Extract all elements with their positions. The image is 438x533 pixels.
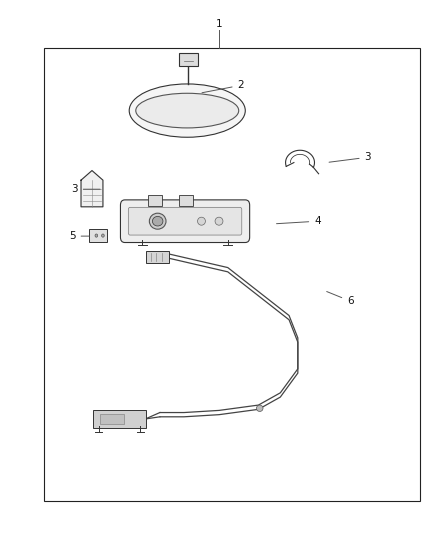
Ellipse shape — [215, 217, 223, 225]
Ellipse shape — [152, 216, 163, 226]
Text: 4: 4 — [276, 216, 321, 226]
Text: 1: 1 — [215, 19, 223, 29]
FancyBboxPatch shape — [179, 53, 198, 66]
Ellipse shape — [149, 213, 166, 229]
Text: 3: 3 — [71, 184, 100, 194]
Text: 6: 6 — [327, 292, 354, 306]
Ellipse shape — [95, 234, 98, 237]
FancyBboxPatch shape — [148, 195, 162, 206]
Ellipse shape — [136, 93, 239, 128]
Text: 3: 3 — [329, 152, 371, 162]
Ellipse shape — [256, 405, 263, 411]
FancyBboxPatch shape — [179, 195, 193, 206]
FancyBboxPatch shape — [100, 414, 124, 424]
Text: 2: 2 — [202, 80, 244, 93]
FancyBboxPatch shape — [128, 207, 242, 235]
Text: 5: 5 — [69, 231, 89, 241]
Ellipse shape — [129, 84, 245, 137]
Bar — [44, 48, 420, 501]
Polygon shape — [81, 171, 103, 207]
FancyBboxPatch shape — [93, 410, 146, 428]
Ellipse shape — [198, 217, 205, 225]
Ellipse shape — [102, 234, 104, 237]
FancyBboxPatch shape — [146, 251, 169, 263]
FancyBboxPatch shape — [89, 229, 107, 242]
FancyBboxPatch shape — [120, 200, 250, 243]
